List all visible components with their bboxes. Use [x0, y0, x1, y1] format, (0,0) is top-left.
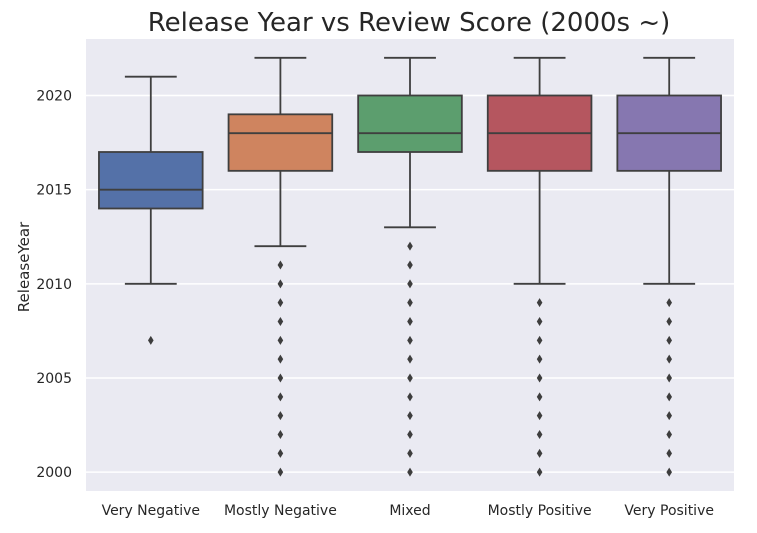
- outlier-point: [277, 448, 284, 458]
- x-tick-label: Very Positive: [624, 503, 714, 519]
- outlier-point: [407, 317, 413, 326]
- outlier-point: [536, 411, 543, 421]
- y-tick-label: 2020: [36, 89, 72, 105]
- outlier-point: [407, 373, 413, 383]
- box-iqr: [227, 113, 334, 172]
- outlier-point: [277, 467, 284, 477]
- outlier-point: [407, 354, 413, 364]
- box-mostly-negative: [227, 56, 334, 477]
- outlier-point: [407, 448, 413, 458]
- outlier-point: [666, 317, 672, 326]
- outlier-point: [536, 373, 543, 383]
- box-very-positive: [616, 56, 722, 477]
- y-tick-label: 2010: [36, 277, 72, 293]
- x-axis-ticks: Very Negative Mostly Negative Mixed Mostly …: [102, 503, 714, 519]
- outlier-point: [277, 279, 284, 289]
- outlier-point: [536, 335, 543, 345]
- outlier-point: [407, 411, 413, 421]
- outlier-point: [666, 392, 672, 402]
- outlier-point: [407, 392, 413, 402]
- outlier-point: [536, 430, 543, 439]
- outlier-point: [407, 298, 413, 308]
- chart-title: Release Year vs Review Score (2000s ~): [148, 8, 671, 38]
- outlier-point: [277, 335, 284, 345]
- outlier-point: [277, 373, 284, 383]
- box-iqr: [357, 94, 463, 153]
- y-tick-label: 2005: [36, 371, 72, 387]
- boxes: [98, 56, 722, 477]
- outlier-point: [277, 298, 284, 308]
- outlier-point: [148, 335, 154, 345]
- y-axis-ticks: 2000 2005 2010 2015 2020: [36, 89, 72, 482]
- outlier-point: [277, 392, 284, 402]
- outlier-point: [666, 448, 672, 458]
- outlier-point: [536, 317, 543, 326]
- outlier-point: [666, 335, 672, 345]
- x-tick-label: Very Negative: [102, 503, 200, 519]
- y-tick-label: 2015: [36, 183, 72, 199]
- outlier-point: [536, 467, 543, 477]
- outlier-point: [407, 241, 413, 251]
- outlier-point: [666, 298, 672, 308]
- x-tick-label: Mostly Positive: [488, 503, 592, 519]
- outlier-point: [666, 467, 672, 477]
- outlier-point: [666, 354, 672, 364]
- outlier-point: [536, 392, 543, 402]
- outlier-point: [407, 335, 413, 345]
- outlier-point: [666, 430, 672, 439]
- outlier-point: [536, 448, 543, 458]
- outlier-point: [407, 467, 413, 477]
- y-tick-label: 2000: [36, 465, 72, 481]
- box-mostly-positive: [486, 56, 593, 477]
- outlier-point: [407, 430, 413, 439]
- box-mixed: [357, 56, 463, 477]
- outlier-point: [407, 279, 413, 289]
- outlier-point: [666, 373, 672, 383]
- outlier-point: [277, 317, 284, 326]
- box-iqr: [98, 151, 204, 210]
- box-very-negative: [98, 75, 204, 345]
- outlier-point: [277, 430, 284, 439]
- outlier-point: [277, 260, 284, 270]
- outlier-point: [536, 298, 543, 308]
- x-tick-label: Mostly Negative: [224, 503, 337, 519]
- y-axis-label: ReleaseYear: [15, 221, 33, 312]
- outlier-point: [407, 260, 413, 270]
- outlier-point: [277, 354, 284, 364]
- x-tick-label: Mixed: [389, 503, 430, 519]
- outlier-point: [277, 411, 284, 421]
- outlier-point: [666, 411, 672, 421]
- outlier-point: [536, 354, 543, 364]
